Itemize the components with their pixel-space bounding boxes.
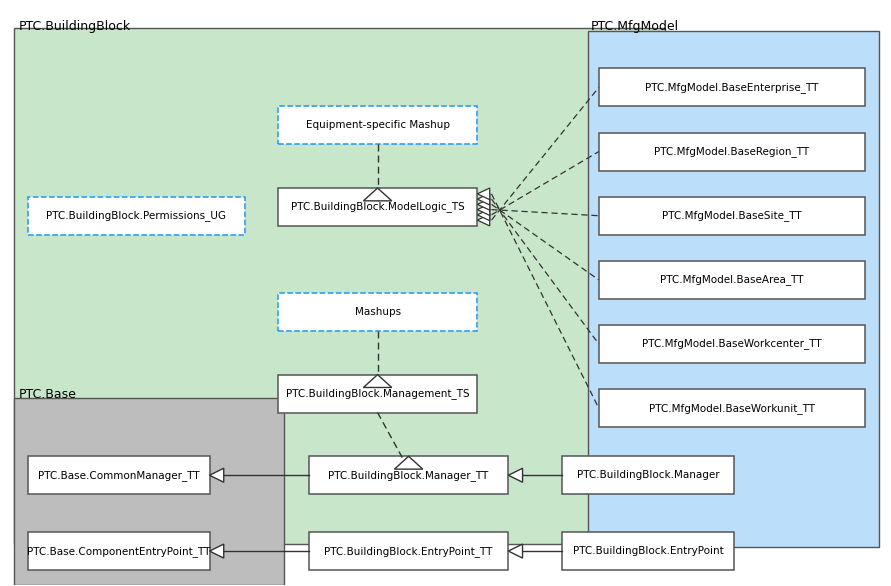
FancyBboxPatch shape (278, 374, 478, 413)
Text: PTC.Base.ComponentEntryPoint_TT: PTC.Base.ComponentEntryPoint_TT (27, 546, 210, 557)
FancyBboxPatch shape (28, 197, 245, 234)
Text: PTC.MfgModel.BaseWorkcenter_TT: PTC.MfgModel.BaseWorkcenter_TT (642, 339, 822, 349)
FancyBboxPatch shape (278, 107, 478, 144)
FancyBboxPatch shape (13, 398, 284, 585)
Text: PTC.BuildingBlock.Permissions_UG: PTC.BuildingBlock.Permissions_UG (46, 210, 226, 221)
Polygon shape (478, 199, 490, 210)
Text: PTC.BuildingBlock.EntryPoint: PTC.BuildingBlock.EntryPoint (573, 546, 723, 556)
Polygon shape (509, 468, 522, 482)
FancyBboxPatch shape (309, 456, 509, 494)
Text: PTC.MfgModel.BaseWorkunit_TT: PTC.MfgModel.BaseWorkunit_TT (649, 403, 814, 414)
Text: PTC.BuildingBlock: PTC.BuildingBlock (19, 21, 131, 33)
FancyBboxPatch shape (561, 532, 734, 570)
Text: PTC.MfgModel.BaseRegion_TT: PTC.MfgModel.BaseRegion_TT (654, 146, 809, 157)
Text: PTC.Base: PTC.Base (19, 388, 77, 401)
FancyBboxPatch shape (28, 456, 209, 494)
Text: PTC.BuildingBlock.Manager: PTC.BuildingBlock.Manager (576, 470, 719, 481)
FancyBboxPatch shape (28, 532, 209, 570)
Text: PTC.Base.CommonManager_TT: PTC.Base.CommonManager_TT (37, 470, 200, 481)
Text: PTC.BuildingBlock.Management_TS: PTC.BuildingBlock.Management_TS (286, 388, 470, 399)
FancyBboxPatch shape (278, 188, 478, 226)
Polygon shape (478, 204, 490, 216)
FancyBboxPatch shape (599, 197, 865, 234)
Polygon shape (478, 188, 490, 200)
Polygon shape (509, 544, 522, 558)
FancyBboxPatch shape (588, 30, 879, 547)
Text: PTC.MfgModel: PTC.MfgModel (591, 21, 679, 33)
Polygon shape (478, 209, 490, 221)
Text: PTC.MfgModel.BaseSite_TT: PTC.MfgModel.BaseSite_TT (662, 210, 802, 221)
Text: Equipment-specific Mashup: Equipment-specific Mashup (306, 120, 450, 130)
Polygon shape (209, 468, 224, 482)
Polygon shape (364, 374, 392, 387)
Polygon shape (395, 456, 423, 469)
Text: Mashups: Mashups (355, 307, 401, 317)
Polygon shape (478, 193, 490, 205)
FancyBboxPatch shape (599, 389, 865, 427)
Text: PTC.MfgModel.BaseEnterprise_TT: PTC.MfgModel.BaseEnterprise_TT (645, 82, 819, 93)
Polygon shape (209, 544, 224, 558)
Text: PTC.BuildingBlock.Manager_TT: PTC.BuildingBlock.Manager_TT (329, 470, 489, 481)
Text: PTC.MfgModel.BaseArea_TT: PTC.MfgModel.BaseArea_TT (660, 274, 804, 285)
FancyBboxPatch shape (599, 69, 865, 107)
FancyBboxPatch shape (599, 132, 865, 171)
FancyBboxPatch shape (278, 293, 478, 331)
Text: PTC.BuildingBlock.ModelLogic_TS: PTC.BuildingBlock.ModelLogic_TS (290, 202, 464, 213)
FancyBboxPatch shape (599, 325, 865, 363)
Text: PTC.BuildingBlock.EntryPoint_TT: PTC.BuildingBlock.EntryPoint_TT (324, 546, 493, 557)
Polygon shape (478, 214, 490, 226)
Polygon shape (364, 188, 392, 201)
FancyBboxPatch shape (561, 456, 734, 494)
FancyBboxPatch shape (309, 532, 509, 570)
FancyBboxPatch shape (13, 28, 666, 544)
FancyBboxPatch shape (599, 261, 865, 299)
